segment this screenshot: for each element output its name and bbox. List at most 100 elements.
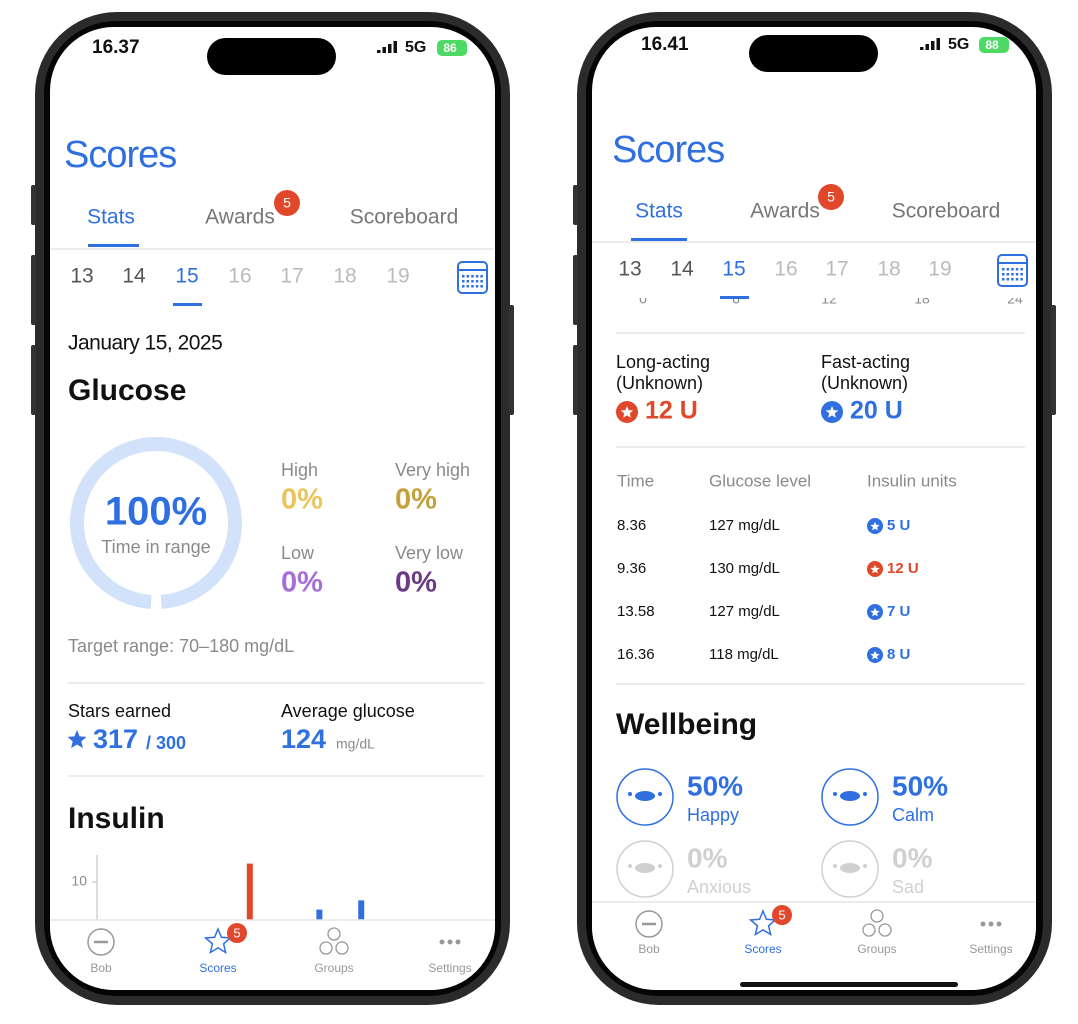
day[interactable]: 19 <box>928 258 951 281</box>
time-in-range-label: Time in range <box>101 537 210 557</box>
table-cell: 118 mg/dL <box>709 646 779 663</box>
section-title: Wellbeing <box>616 708 757 741</box>
table-header: Time <box>617 471 654 490</box>
table-cell: 130 mg/dL <box>709 560 780 577</box>
nav-label[interactable]: Groups <box>314 961 353 975</box>
day[interactable]: 16 <box>228 265 251 288</box>
nav-icon <box>996 921 1002 927</box>
stars-label: Stars earned <box>68 701 171 721</box>
nav-label[interactable]: Bob <box>638 942 660 956</box>
day[interactable]: 15 <box>722 258 745 281</box>
badge-count: 5 <box>283 195 291 211</box>
average-unit: mg/dL <box>336 736 375 752</box>
nav-icon <box>319 941 333 955</box>
units-icon-star <box>870 650 880 660</box>
tab[interactable]: Stats <box>635 200 683 223</box>
day[interactable]: 16 <box>774 258 797 281</box>
average-value: 124 <box>281 724 326 754</box>
side-button <box>31 345 36 415</box>
nav-label[interactable]: Bob <box>90 961 112 975</box>
mood-label: Calm <box>892 805 934 825</box>
table-cell: 127 mg/dL <box>709 603 780 620</box>
nav-label[interactable]: Settings <box>428 961 471 975</box>
calendar-dot <box>480 275 483 278</box>
nav-label[interactable]: Scores <box>199 961 236 975</box>
days-background <box>592 243 1036 298</box>
range-value: 0% <box>281 484 323 516</box>
tab[interactable]: Scoreboard <box>350 206 459 229</box>
tab[interactable]: Awards <box>205 206 275 229</box>
range-value: 0% <box>281 567 323 599</box>
nav-label[interactable]: Groups <box>857 942 896 956</box>
table-cell: 8.36 <box>617 517 646 534</box>
range-label: High <box>281 460 318 480</box>
units-icon-star <box>870 564 880 574</box>
nav-icon <box>862 923 876 937</box>
table-cell: 16.36 <box>617 646 655 663</box>
nav-label[interactable]: Settings <box>969 942 1012 956</box>
tab[interactable]: Awards <box>750 200 820 223</box>
nav-icon <box>203 927 233 955</box>
side-button <box>1051 305 1056 415</box>
day[interactable]: 17 <box>825 258 848 281</box>
page-title: Scores <box>612 129 724 171</box>
table-cell: 5 U <box>887 517 910 534</box>
calendar-dot <box>475 275 479 278</box>
tab-bar <box>50 920 495 990</box>
time-in-range: 100% <box>105 490 207 534</box>
day[interactable]: 14 <box>122 265 146 288</box>
nav-icon <box>980 921 986 927</box>
mood-eye <box>658 792 662 796</box>
calendar-dot <box>1015 268 1019 271</box>
insulin-type: Fast-acting <box>821 352 910 372</box>
day[interactable]: 14 <box>670 258 694 281</box>
stars-max: / 300 <box>146 733 186 753</box>
insulin-note: (Unknown) <box>616 373 703 393</box>
mood-label: Anxious <box>687 877 751 897</box>
badge <box>274 190 300 216</box>
day[interactable]: 18 <box>877 258 900 281</box>
signal-bar <box>931 41 935 50</box>
day[interactable]: 19 <box>386 265 409 288</box>
day[interactable]: 13 <box>70 265 93 288</box>
badge <box>772 905 792 925</box>
table-header: Glucose level <box>709 471 811 490</box>
status-time: 16.41 <box>641 34 689 55</box>
day-underline <box>173 303 202 306</box>
calendar-dot <box>1015 278 1019 281</box>
insulin-icon-star <box>825 406 839 418</box>
nav-icon <box>87 928 115 956</box>
mood-value: 50% <box>892 770 948 801</box>
day[interactable]: 15 <box>175 265 198 288</box>
calendar-dot <box>480 280 483 283</box>
units-icon-star <box>870 521 880 531</box>
calendar-dot <box>462 275 465 278</box>
mood-value: 0% <box>892 842 933 873</box>
calendar-dot <box>1006 273 1010 276</box>
calendar-dot <box>1011 268 1014 271</box>
tab[interactable]: Scoreboard <box>892 200 1001 223</box>
target-range: Target range: 70–180 mg/dL <box>68 636 294 656</box>
range-label: Low <box>281 543 315 563</box>
range-value: 0% <box>395 484 437 516</box>
signal-bar <box>377 50 381 53</box>
star-icon <box>67 730 87 749</box>
table-cell: 7 U <box>887 603 910 620</box>
tab-bar <box>592 902 1036 990</box>
day[interactable]: 17 <box>280 265 303 288</box>
nav-icon <box>878 923 892 937</box>
calendar-dot <box>471 280 474 283</box>
day[interactable]: 13 <box>618 258 641 281</box>
calendar-icon[interactable] <box>997 254 1028 287</box>
nav-icon <box>748 909 778 937</box>
tab[interactable]: Stats <box>87 206 135 229</box>
nav-label[interactable]: Scores <box>744 942 781 956</box>
table-cell: 13.58 <box>617 603 655 620</box>
calendar-icon[interactable] <box>457 261 488 294</box>
days-background <box>50 250 494 305</box>
table-header: Insulin units <box>867 471 957 490</box>
badge-count: 5 <box>233 925 240 940</box>
day[interactable]: 18 <box>333 265 356 288</box>
date: January 15, 2025 <box>68 332 222 355</box>
insulin-note: (Unknown) <box>821 373 908 393</box>
